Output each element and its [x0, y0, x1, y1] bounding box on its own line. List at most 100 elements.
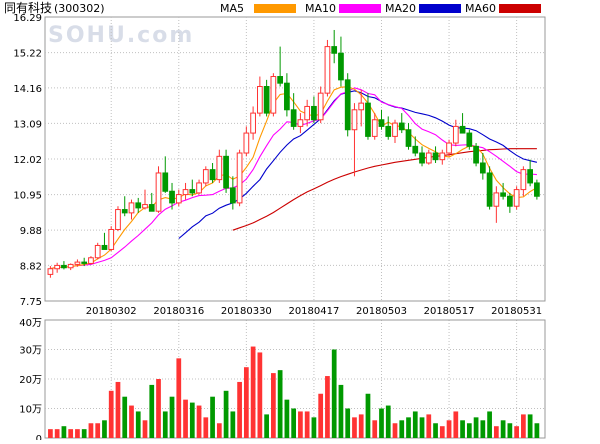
volume-bar [216, 423, 222, 438]
candlestick [311, 96, 317, 124]
volume-bar [48, 429, 53, 438]
candlestick [324, 39, 331, 97]
volume-bar [68, 429, 74, 438]
candle-body [439, 152, 446, 161]
volume-bar [514, 426, 519, 438]
candle-body [94, 244, 101, 259]
candlestick [446, 139, 452, 157]
volume-bar [162, 411, 168, 438]
volume-bar [264, 414, 269, 438]
watermark: SOHU.com [48, 23, 194, 48]
price-tick-label: 7.75 [20, 297, 42, 308]
legend: MA5 MA10 MA20 MA60 [220, 2, 541, 15]
date-tick-label: 20180503 [356, 306, 407, 317]
candlestick [175, 189, 182, 207]
volume-bar [372, 420, 378, 438]
volume-bar [284, 399, 290, 438]
candle-body [101, 244, 108, 250]
candlestick [486, 166, 493, 210]
candle-body [162, 172, 169, 192]
candle-body [479, 162, 486, 174]
candlestick [135, 197, 142, 213]
volume-bar [379, 408, 384, 438]
candlestick [121, 196, 128, 217]
candle-body [128, 202, 135, 214]
price-tick-label: 16.29 [13, 13, 42, 24]
volume-bar [95, 423, 101, 438]
candlestick [365, 93, 371, 140]
volume-bar [102, 420, 107, 438]
candle-body [398, 122, 405, 131]
volume-bar [61, 426, 67, 438]
candle-body [338, 52, 344, 81]
candle-body [351, 109, 358, 131]
candle-body [243, 132, 250, 154]
candle-body [378, 119, 385, 127]
volume-bar [473, 417, 479, 438]
candlestick [520, 166, 527, 197]
candle-body [236, 152, 243, 204]
volume-bar [129, 405, 134, 438]
volume-bar [433, 423, 438, 438]
volume-bar [149, 384, 155, 438]
candle-body [290, 109, 297, 127]
volume-bar [169, 396, 175, 438]
candlestick [250, 106, 256, 140]
date-axis: 20180302 20180316 20180330 20180417 20180503… [86, 306, 542, 317]
volume-bar [534, 423, 540, 438]
candle-body [121, 209, 128, 214]
candle-body [74, 261, 81, 265]
candlestick [358, 89, 365, 127]
price-tick-label: 15.22 [13, 49, 42, 60]
volume-bar [412, 411, 418, 438]
volume-tick-label: 40万 [19, 318, 42, 329]
candlestick [216, 149, 223, 183]
candle-body [432, 152, 439, 161]
candle-body [270, 76, 277, 114]
candle-body [61, 264, 67, 269]
volume-bar [196, 405, 202, 438]
candlestick [425, 149, 432, 165]
candle-body [229, 187, 236, 204]
date-tick-label: 20180531 [491, 306, 542, 317]
volume-bar [230, 411, 236, 438]
candlestick [412, 136, 419, 157]
candle-body [412, 145, 419, 154]
volume-bar [527, 414, 533, 438]
candlestick [473, 143, 479, 167]
volume-bar [358, 414, 364, 438]
price-tick-label: 12.02 [13, 155, 42, 166]
candlestick [101, 232, 108, 250]
candlestick [263, 79, 270, 117]
volume-bar [176, 358, 182, 438]
volume-bar [135, 411, 141, 438]
stock-name: 同有科技 [4, 1, 52, 15]
candlestick [61, 261, 67, 270]
candle-body [67, 263, 74, 269]
candle-body [202, 169, 209, 184]
candlestick [196, 179, 202, 195]
candle-body [385, 125, 392, 137]
candlestick [419, 146, 425, 167]
volume-bar [466, 423, 472, 438]
candlestick [317, 86, 324, 124]
volume-bar [291, 408, 297, 438]
candlestick [189, 179, 196, 197]
volume-bar [250, 346, 256, 438]
volume-bar [406, 417, 411, 438]
candlestick [155, 166, 162, 213]
candlestick [459, 113, 466, 134]
candlestick [67, 263, 74, 271]
volume-bar [223, 390, 229, 438]
candlestick [304, 99, 311, 127]
volume-bar [277, 370, 283, 438]
volume-bar [88, 423, 94, 438]
candlestick [466, 129, 473, 150]
candlestick [432, 146, 439, 163]
volume-bar [156, 379, 161, 438]
volume-bar [237, 381, 242, 438]
candle-body [466, 132, 473, 147]
volume-bar [122, 396, 128, 438]
candlestick [115, 206, 121, 232]
